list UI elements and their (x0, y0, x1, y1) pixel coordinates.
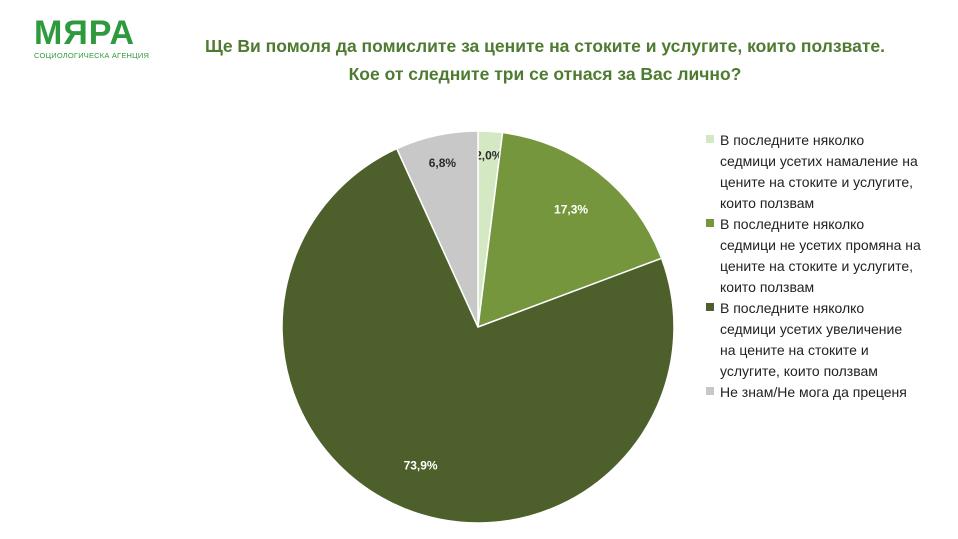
legend-swatch (706, 387, 714, 395)
slice-value-label-1: 2,0% (475, 148, 503, 162)
pie-slice-4 (395, 130, 479, 328)
logo-subtitle: СОЦИОЛОГИЧЕСКА АГЕНЦИЯ (34, 51, 150, 60)
logo: МЯРА СОЦИОЛОГИЧЕСКА АГЕНЦИЯ (34, 16, 160, 60)
logo-wordmark: МЯРА (34, 14, 136, 52)
legend-item-2: В последните няколко седмици не усетих п… (706, 214, 921, 298)
legend-swatch (706, 303, 714, 311)
legend-swatch (706, 135, 714, 143)
slice-value-label-2: 17,3% (554, 202, 588, 216)
title-line-2: Кое от следните три се отнася за Вас лич… (348, 64, 742, 84)
slice-value-label-4: 6,8% (429, 156, 457, 170)
legend-label: В последните няколко седмици усетих увел… (720, 300, 903, 379)
legend-label: Не знам/Не мога да преценя (720, 384, 907, 400)
legend-item-3: В последните няколко седмици усетих увел… (706, 298, 921, 382)
chart-legend: В последните няколко седмици усетих нама… (706, 130, 921, 403)
pie-slice-3 (281, 147, 675, 524)
chart-title: Ще Ви помоля да помислите за цените на с… (165, 32, 925, 88)
pie-slice-2 (477, 131, 663, 329)
legend-swatch (706, 219, 714, 227)
title-line-1: Ще Ви помоля да помислите за цените на с… (204, 36, 885, 56)
legend-label: В последните няколко седмици не усетих п… (720, 216, 921, 295)
legend-item-1: В последните няколко седмици усетих нама… (706, 130, 921, 214)
legend-label: В последните няколко седмици усетих нама… (720, 132, 918, 211)
slice-value-label-3: 73,9% (404, 459, 438, 473)
legend-item-4: Не знам/Не мога да преценя (706, 382, 921, 403)
